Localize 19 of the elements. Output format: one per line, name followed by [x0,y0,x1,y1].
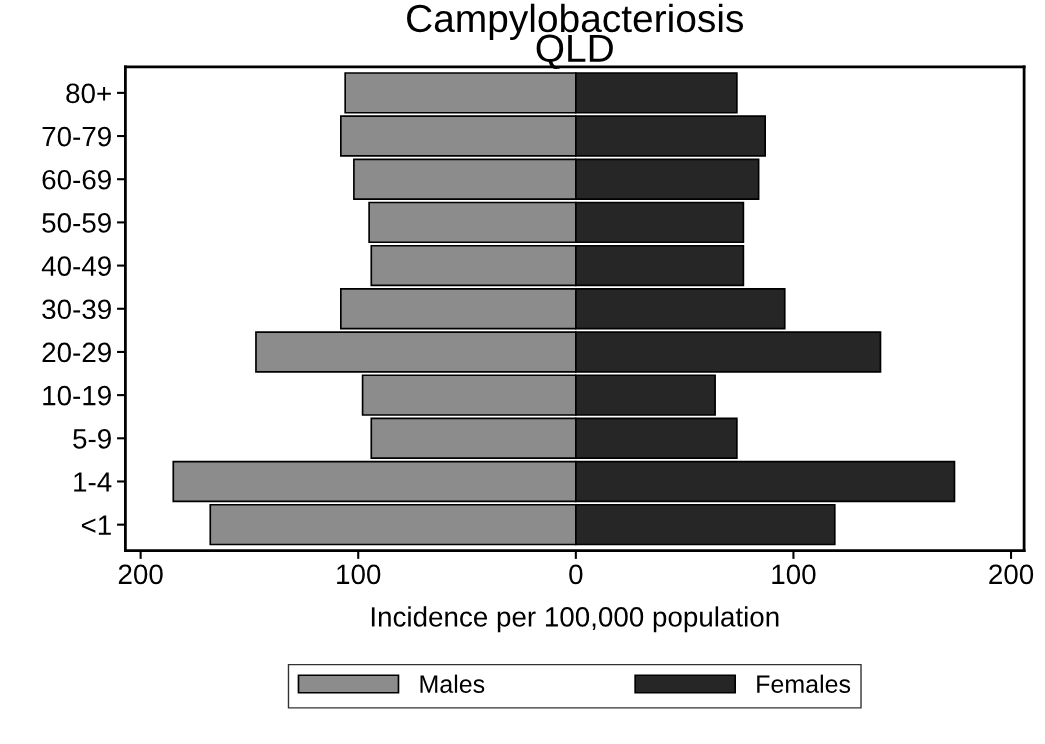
x-tick-label: 100 [772,564,816,585]
y-tick-label: 40-49 [41,256,111,276]
y-tick-label: <1 [81,515,111,535]
x-tick-label: 200 [118,564,163,585]
y-tick-label: 1-4 [74,472,112,492]
x-tick-label: 0 [569,564,583,585]
y-tick-label: 70-79 [42,126,111,147]
legend-label: Females [757,674,851,693]
x-axis-title: Incidence per 100,000 population [371,606,779,633]
y-tick-label: 60-69 [42,169,111,190]
y-tick-label: 80+ [66,83,111,104]
x-tick-label: 200 [989,564,1034,585]
y-tick-label: 50-59 [42,213,111,233]
y-tick-label: 30-39 [42,299,111,320]
y-tick-label: 20-29 [42,342,111,363]
y-tick-label: 5-9 [73,428,111,449]
y-tick-label: 10-19 [43,385,111,406]
x-tick-label: 100 [337,564,381,585]
legend-label: Males [420,674,485,693]
